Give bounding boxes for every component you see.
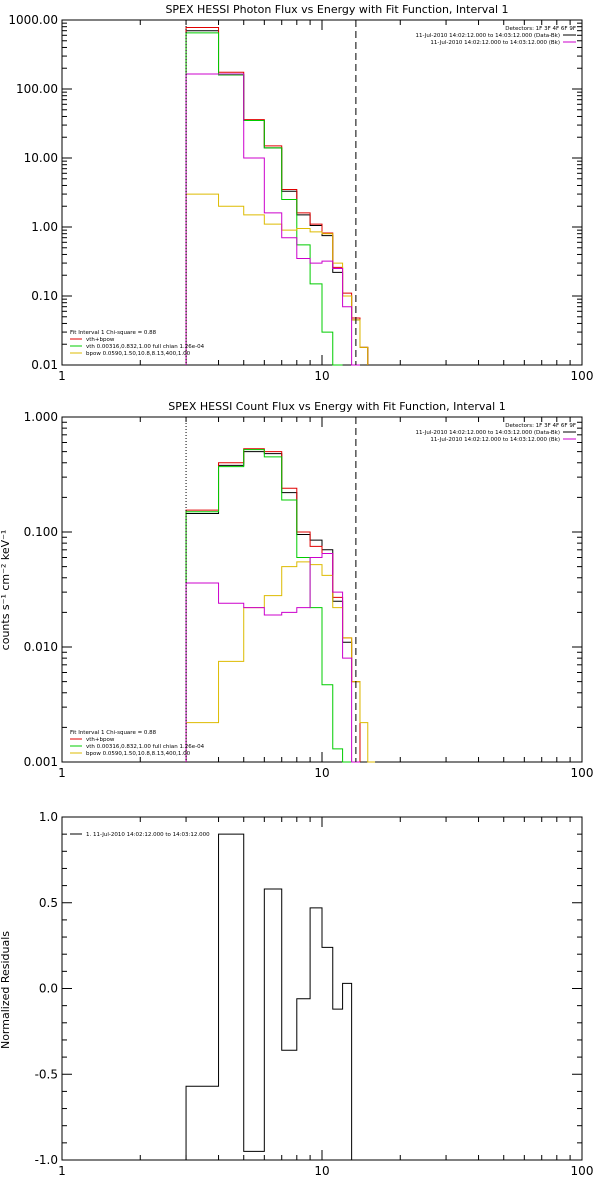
x-tick-label: 1: [58, 766, 66, 780]
count-flux-ylabel: counts s⁻¹ cm⁻² keV⁻¹: [0, 530, 12, 651]
residuals-x-ticks: 1 10 100: [58, 817, 593, 1178]
photon-series-total-line: [185, 26, 369, 365]
residuals-legend: 1. 11-Jul-2010 14:02:12.000 to 14:03:12.…: [70, 832, 210, 838]
count-series-background-line: [185, 553, 360, 763]
y-tick-label: 1.0: [39, 810, 58, 824]
residuals-series-data-line: [185, 833, 353, 1160]
photon-y-ticks: 1000.00 100.00 10.00 1.00 0.10 0.01: [8, 13, 582, 372]
count-flux-title: SPEX HESSI Count Flux vs Energy with Fit…: [168, 400, 505, 413]
count-legend-left: Fit Interval 1 Chi-square = 0.88 vth+bpo…: [70, 730, 205, 757]
y-tick-label: 1.00: [31, 220, 58, 234]
photon-series-vth-line: [185, 32, 343, 366]
count-x-ticks: 1 10 100: [58, 417, 593, 780]
y-tick-label: 10.00: [24, 151, 58, 165]
count-legend-bpow: bpow 0.0590,1.50,10.8,8.13,400,1.00: [86, 751, 191, 757]
photon-series-data-line: [185, 30, 369, 365]
x-tick-label: 100: [571, 1164, 594, 1178]
count-fit-range-lines: [185, 417, 357, 762]
photon-legend-bpow: bpow 0.0590,1.50,10.8,8.13,400,1.00: [86, 351, 191, 357]
y-tick-label: 0.10: [31, 289, 58, 303]
photon-series-background-line: [185, 73, 360, 366]
count-y-ticks: 1.000 0.100 0.010 0.001: [24, 410, 582, 769]
y-tick-label: 0.5: [39, 896, 58, 910]
count-legend-vth: vth 0.00316,0.832,1.00 full chian 1.26e-…: [86, 744, 205, 750]
residuals-y-ticks: 1.0 0.5 0.0 -0.5 -1.0: [35, 810, 582, 1167]
count-flux-frame: [61, 416, 583, 763]
photon-legend-detectors: Detectors: 1F 3F 4F 6F 9F: [505, 26, 576, 32]
y-tick-label: 100.00: [16, 82, 58, 96]
photon-legend-data-bk: 11-Jul-2010 14:02:12.000 to 14:03:12.000…: [416, 33, 561, 39]
photon-fit-range-lines: [185, 20, 357, 365]
y-tick-label: -1.0: [35, 1153, 58, 1167]
residuals-panel: Normalized Residuals 1 10 100 1.0 0.5 0.0 -0.…: [0, 810, 593, 1178]
y-tick-label: 0.0: [39, 982, 58, 996]
photon-series: [185, 26, 369, 366]
x-tick-label: 10: [314, 369, 329, 383]
photon-legend-right: Detectors: 1F 3F 4F 6F 9F 11-Jul-2010 14…: [416, 26, 576, 46]
photon-legend-vth: vth 0.00316,0.832,1.00 full chian 1.26e-…: [86, 344, 205, 350]
y-tick-label: 0.100: [24, 525, 58, 539]
x-tick-label: 100: [571, 766, 594, 780]
residuals-ylabel: Normalized Residuals: [0, 931, 12, 1049]
photon-series-bpow-line: [185, 193, 369, 365]
count-series-bpow-line: [185, 561, 376, 763]
y-tick-label: 0.010: [24, 640, 58, 654]
residuals-series: [185, 833, 353, 1160]
count-flux-panel: SPEX HESSI Count Flux vs Energy with Fit…: [0, 400, 593, 780]
count-legend-data-bk: 11-Jul-2010 14:02:12.000 to 14:03:12.000…: [416, 430, 561, 436]
count-legend-bk: 11-Jul-2010 14:02:12.000 to 14:03:12.000…: [430, 437, 560, 443]
photon-legend-left: Fit Interval 1 Chi-square = 0.88 vth+bpo…: [70, 330, 205, 357]
x-tick-label: 10: [314, 1164, 329, 1178]
count-legend-total: vth+bpow: [86, 737, 115, 743]
residuals-frame: [61, 816, 583, 1161]
count-legend-fit-interval: Fit Interval 1 Chi-square = 0.88: [70, 730, 157, 736]
y-tick-label: 0.001: [24, 755, 58, 769]
y-tick-label: 1.000: [24, 410, 58, 424]
photon-legend-total: vth+bpow: [86, 337, 115, 343]
x-tick-label: 100: [571, 369, 594, 383]
residuals-legend-label: 1. 11-Jul-2010 14:02:12.000 to 14:03:12.…: [86, 832, 210, 838]
photon-flux-title: SPEX HESSI Photon Flux vs Energy with Fi…: [165, 3, 508, 16]
x-tick-label: 10: [314, 766, 329, 780]
count-series-data-line: [185, 451, 361, 762]
photon-legend-bk: 11-Jul-2010 14:02:12.000 to 14:03:12.000…: [430, 40, 560, 46]
x-tick-label: 1: [58, 1164, 66, 1178]
count-series: [185, 448, 376, 763]
x-tick-label: 1: [58, 369, 66, 383]
photon-legend-fit-interval: Fit Interval 1 Chi-square = 0.88: [70, 330, 157, 336]
count-legend-detectors: Detectors: 1F 3F 4F 6F 9F: [505, 423, 576, 429]
photon-flux-panel: SPEX HESSI Photon Flux vs Energy with Fi…: [8, 3, 593, 383]
y-tick-label: -0.5: [35, 1067, 58, 1081]
y-tick-label: 0.01: [31, 358, 58, 372]
photon-x-ticks: 1 10 100: [58, 20, 593, 383]
count-series-vth-line: [185, 449, 352, 763]
count-series-total-line: [185, 448, 361, 762]
count-legend-right: Detectors: 1F 3F 4F 6F 9F 11-Jul-2010 14…: [416, 423, 576, 443]
y-tick-label: 1000.00: [8, 13, 58, 27]
